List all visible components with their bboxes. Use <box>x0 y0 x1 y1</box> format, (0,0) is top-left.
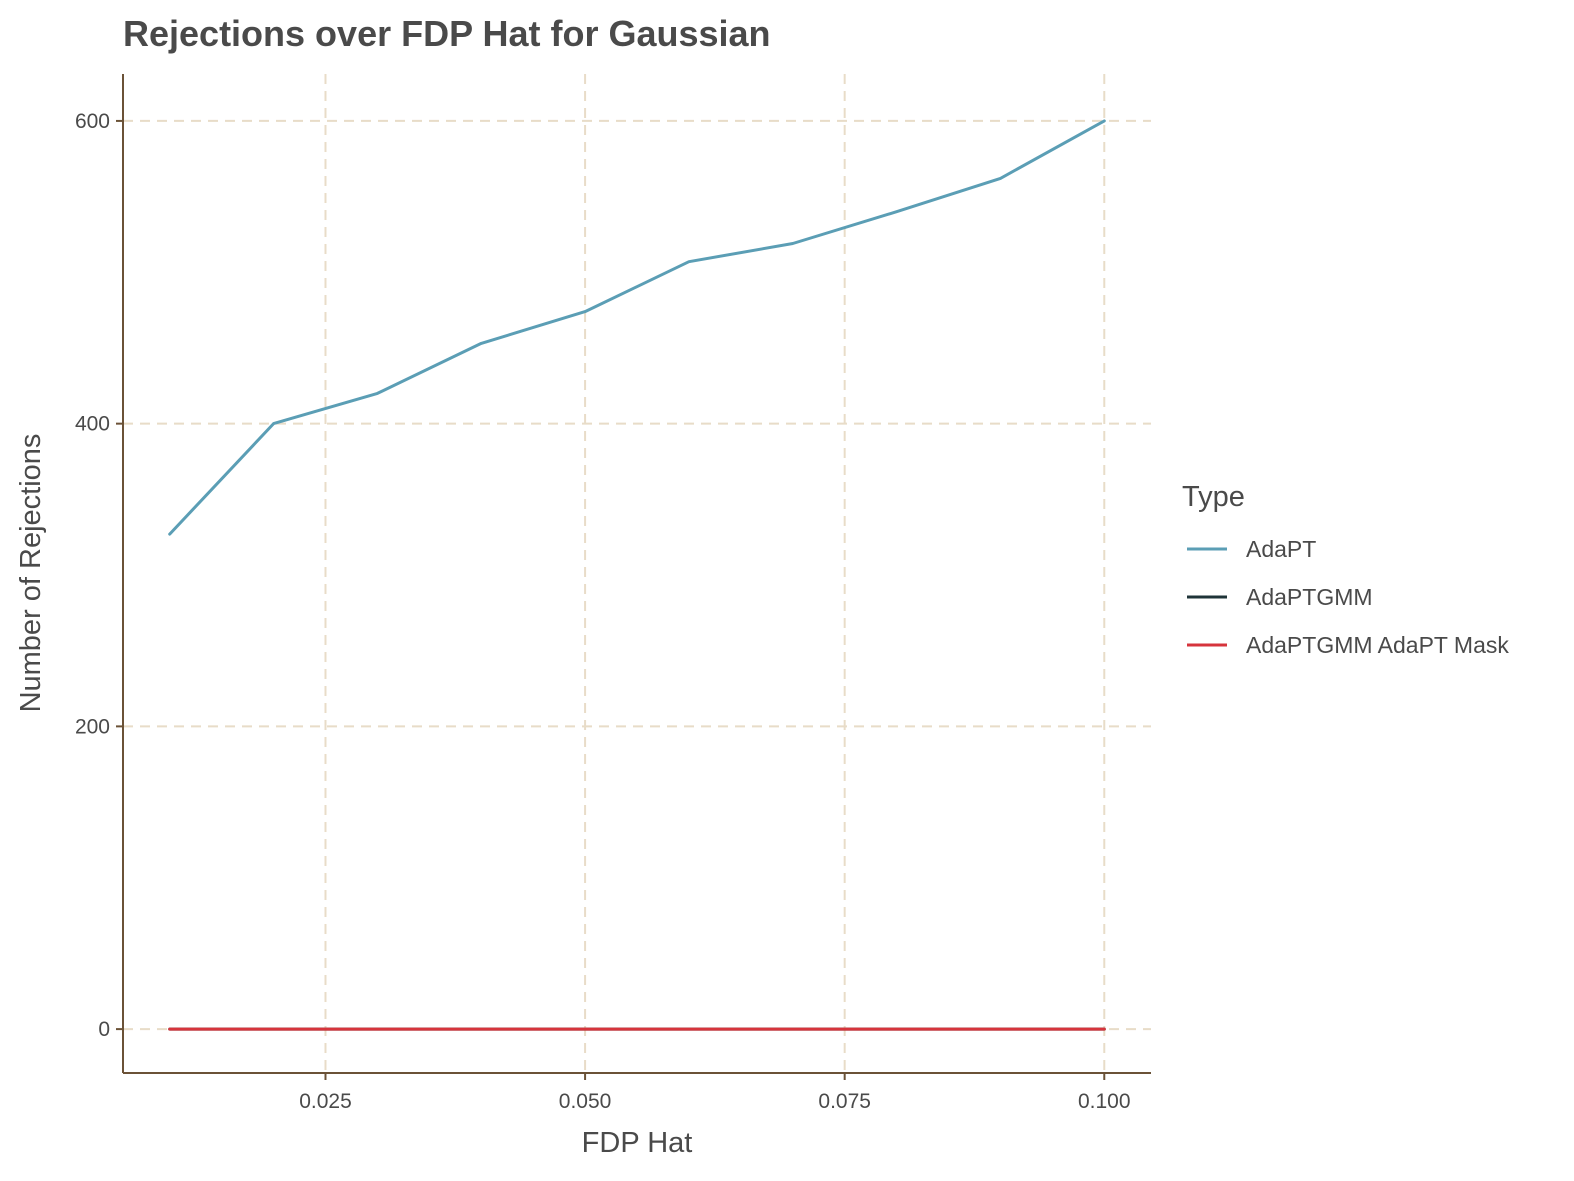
series-lines <box>168 119 1106 1031</box>
legend-label: AdaPT <box>1246 536 1316 562</box>
chart-title: Rejections over FDP Hat for Gaussian <box>123 13 771 54</box>
grid-lines <box>123 74 1151 1073</box>
y-tick-label: 0 <box>98 1018 110 1041</box>
x-tick-label: 0.100 <box>1078 1090 1131 1113</box>
axis-ticks: 0.025 0.050 0.075 0.100 0 200 400 600 <box>75 110 1131 1113</box>
x-tick-label: 0.025 <box>299 1090 352 1113</box>
legend-label: AdaPTGMM <box>1246 584 1373 610</box>
y-axis-title: Number of Rejections <box>15 434 47 713</box>
y-tick-label: 400 <box>75 413 110 436</box>
y-tick-label: 200 <box>75 715 110 738</box>
x-tick-label: 0.050 <box>559 1090 612 1113</box>
series-line-1 <box>168 119 1106 536</box>
legend-label: AdaPTGMM AdaPT Mask <box>1246 632 1509 658</box>
legend: Type AdaPT AdaPTGMM AdaPTGMM AdaPT Mask <box>1182 481 1509 658</box>
x-tick-label: 0.075 <box>818 1090 871 1113</box>
x-axis-title: FDP Hat <box>582 1127 693 1159</box>
y-tick-label: 600 <box>75 110 110 133</box>
legend-title: Type <box>1182 481 1245 513</box>
